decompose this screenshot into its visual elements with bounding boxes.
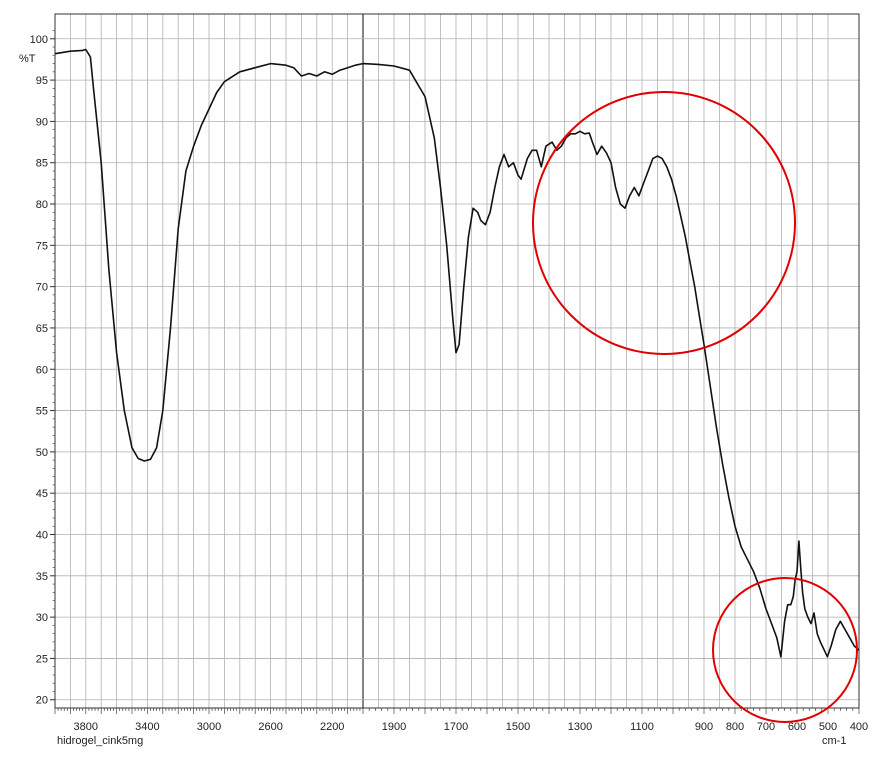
y-tick-label-35: 35 [36, 571, 48, 583]
y-tick-label-75: 75 [36, 240, 48, 252]
y-tick-label-55: 55 [36, 406, 48, 418]
y-tick-label-80: 80 [36, 199, 48, 211]
sample-name: hidrogel_cink5mg [57, 735, 143, 747]
y-tick-label-100: 100 [30, 34, 48, 46]
x-tick-label-500: 500 [819, 721, 837, 733]
y-tick-label-65: 65 [36, 323, 48, 335]
y-tick-label-30: 30 [36, 612, 48, 624]
x-tick-label-2600: 2600 [258, 721, 282, 733]
y-tick-label-50: 50 [36, 447, 48, 459]
x-tick-label-900: 900 [695, 721, 713, 733]
y-tick-label-20: 20 [36, 695, 48, 707]
x-tick-label-2200: 2200 [320, 721, 344, 733]
x-tick-label-700: 700 [757, 721, 775, 733]
y-tick-label-25: 25 [36, 653, 48, 665]
x-tick-label-1900: 1900 [382, 721, 406, 733]
x-tick-label-3000: 3000 [197, 721, 221, 733]
x-axis-unit: cm-1 [822, 735, 846, 747]
x-tick-label-3800: 3800 [74, 721, 98, 733]
y-tick-label-90: 90 [36, 116, 48, 128]
x-tick-label-1100: 1100 [630, 721, 654, 733]
x-tick-label-3400: 3400 [135, 721, 159, 733]
y-tick-label-45: 45 [36, 488, 48, 500]
y-tick-label-70: 70 [36, 282, 48, 294]
x-tick-label-400: 400 [850, 721, 868, 733]
x-tick-label-600: 600 [788, 721, 806, 733]
y-tick-label-60: 60 [36, 364, 48, 376]
x-tick-label-800: 800 [726, 721, 744, 733]
x-tick-label-1300: 1300 [568, 721, 592, 733]
y-tick-label-40: 40 [36, 530, 48, 542]
y-tick-label-85: 85 [36, 158, 48, 170]
x-tick-label-1500: 1500 [506, 721, 530, 733]
x-tick-label-1700: 1700 [444, 721, 468, 733]
y-axis-label: %T [19, 53, 36, 65]
y-tick-label-95: 95 [36, 75, 48, 87]
